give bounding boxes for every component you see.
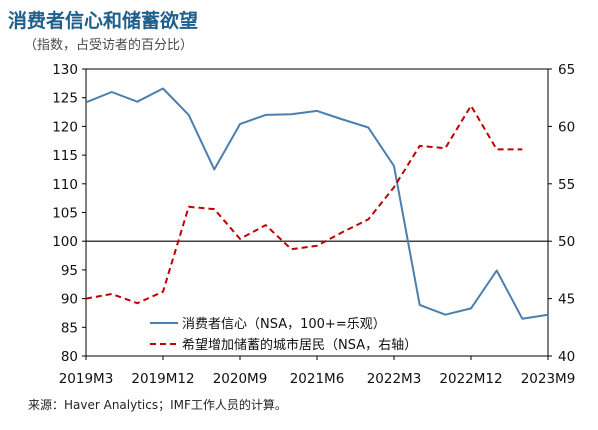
y-left-tick-label: 115 (52, 148, 78, 164)
savings-line (85, 104, 523, 305)
plot-frame (85, 68, 549, 357)
chart-subtitle: （指数，占受访者的百分比） (24, 38, 194, 53)
x-tick-label: 2021M6 (290, 371, 345, 387)
x-tick-label: 2020M9 (213, 371, 268, 387)
legend-label: 消费者信心（NSA，100+=乐观） (182, 317, 386, 332)
y-left-tick-label: 95 (61, 263, 78, 279)
y-left-tick-label: 105 (52, 206, 78, 222)
y-left-tick-label: 130 (52, 62, 78, 78)
y-right-tick-label: 50 (558, 234, 575, 250)
y-left-tick-label: 90 (61, 292, 78, 308)
y-left-tick-label: 100 (52, 234, 78, 250)
source-note: 来源：Haver Analytics；IMF工作人员的计算。 (28, 398, 287, 412)
y-left-tick-label: 120 (52, 119, 78, 135)
y-right-tick-label: 40 (558, 349, 575, 365)
confidence-line (85, 87, 549, 320)
y-right-tick-label: 45 (558, 292, 575, 308)
y-right-tick-label: 65 (558, 62, 575, 78)
y-right-tick-label: 55 (558, 177, 575, 193)
x-tick-label: 2022M12 (439, 371, 502, 387)
x-tick-label: 2022M3 (367, 371, 422, 387)
legend-label: 希望增加储蓄的城市居民（NSA，右轴） (182, 337, 417, 353)
y-right-tick-label: 60 (558, 119, 575, 135)
y-left-tick-label: 110 (52, 177, 78, 193)
chart-title: 消费者信心和储蓄欲望 (8, 10, 199, 32)
x-tick-label: 2019M12 (131, 371, 194, 387)
y-left-tick-label: 125 (52, 91, 78, 107)
y-left-tick-label: 80 (61, 349, 78, 365)
x-tick-label: 2019M3 (59, 371, 114, 387)
y-left-tick-label: 85 (61, 320, 78, 336)
x-tick-label: 2023M9 (521, 371, 576, 387)
